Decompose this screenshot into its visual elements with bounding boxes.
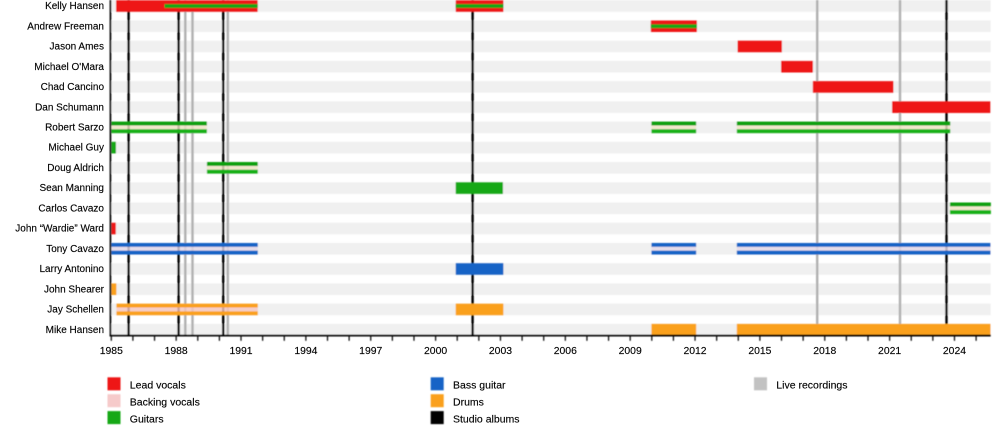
svg-text:1985: 1985: [100, 346, 123, 357]
svg-text:2009: 2009: [619, 346, 642, 357]
svg-text:Drums: Drums: [453, 397, 484, 409]
svg-text:Michael O'Mara: Michael O'Mara: [34, 62, 104, 73]
svg-text:Robert Sarzo: Robert Sarzo: [45, 122, 104, 133]
svg-text:Jay Schellen: Jay Schellen: [47, 305, 104, 316]
svg-text:Backing vocals: Backing vocals: [130, 397, 200, 409]
svg-text:2006: 2006: [554, 346, 577, 357]
svg-text:2018: 2018: [813, 346, 836, 357]
svg-text:Bass guitar: Bass guitar: [453, 380, 506, 392]
svg-text:2000: 2000: [424, 346, 447, 357]
svg-text:Sean Manning: Sean Manning: [40, 183, 105, 194]
svg-text:Kelly Hansen: Kelly Hansen: [45, 1, 104, 12]
svg-text:1988: 1988: [165, 346, 188, 357]
svg-text:John “Wardie” Ward: John “Wardie” Ward: [15, 224, 104, 235]
svg-text:Dan Schumann: Dan Schumann: [35, 102, 104, 113]
svg-text:1991: 1991: [229, 346, 252, 357]
svg-text:2012: 2012: [683, 346, 706, 357]
svg-text:Jason Ames: Jason Ames: [50, 42, 104, 53]
svg-text:Michael Guy: Michael Guy: [48, 143, 104, 154]
svg-text:2003: 2003: [489, 346, 512, 357]
svg-text:Live recordings: Live recordings: [776, 380, 847, 392]
svg-text:Carlos Cavazo: Carlos Cavazo: [38, 203, 104, 214]
svg-text:Tony Cavazo: Tony Cavazo: [46, 244, 104, 255]
svg-text:Studio albums: Studio albums: [453, 414, 520, 426]
svg-text:2021: 2021: [878, 346, 901, 357]
svg-text:1997: 1997: [359, 346, 382, 357]
svg-text:2024: 2024: [943, 346, 966, 357]
svg-text:Andrew Freeman: Andrew Freeman: [27, 21, 104, 32]
svg-text:2015: 2015: [748, 346, 771, 357]
svg-text:John Shearer: John Shearer: [44, 284, 105, 295]
svg-text:Doug Aldrich: Doug Aldrich: [47, 163, 104, 174]
svg-text:Mike Hansen: Mike Hansen: [46, 325, 104, 336]
svg-text:Lead vocals: Lead vocals: [130, 380, 186, 392]
svg-text:1994: 1994: [294, 346, 317, 357]
svg-text:Guitars: Guitars: [130, 414, 164, 426]
svg-text:Larry Antonino: Larry Antonino: [40, 264, 105, 275]
svg-text:Chad Cancino: Chad Cancino: [41, 82, 105, 93]
